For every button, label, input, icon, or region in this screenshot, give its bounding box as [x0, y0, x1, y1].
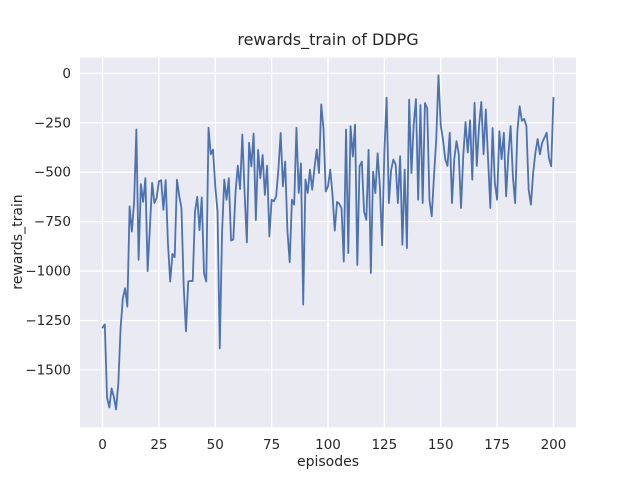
data-series-layer [101, 74, 555, 411]
x-tick-label: 0 [98, 437, 107, 453]
y-tick-label: −1000 [25, 264, 71, 280]
y-axis-label: rewards_train [10, 194, 26, 289]
y-tick-label: −500 [34, 165, 71, 181]
x-tick-label: 25 [150, 437, 167, 453]
y-tick-label: −750 [34, 214, 71, 230]
x-tick-label: 200 [541, 437, 567, 453]
y-tick-label: −1500 [25, 362, 71, 378]
x-tick-label: 75 [263, 437, 280, 453]
rewards-train-line [101, 74, 555, 411]
tick-labels: 0 25 50 75 100 125 150 175 200 0 −250 −500 −750 −1000… [25, 66, 566, 453]
y-tick-label: −1250 [25, 313, 71, 329]
x-tick-label: 175 [484, 437, 510, 453]
x-tick-label: 100 [315, 437, 341, 453]
x-tick-label: 150 [428, 437, 454, 453]
y-tick-label: 0 [62, 66, 71, 82]
y-tick-label: −250 [34, 115, 71, 131]
x-axis-label: episodes [297, 454, 359, 470]
chart-title: rewards_train of DDPG [237, 30, 418, 50]
x-tick-label: 50 [207, 437, 224, 453]
gridlines [80, 57, 576, 428]
x-tick-label: 125 [371, 437, 397, 453]
